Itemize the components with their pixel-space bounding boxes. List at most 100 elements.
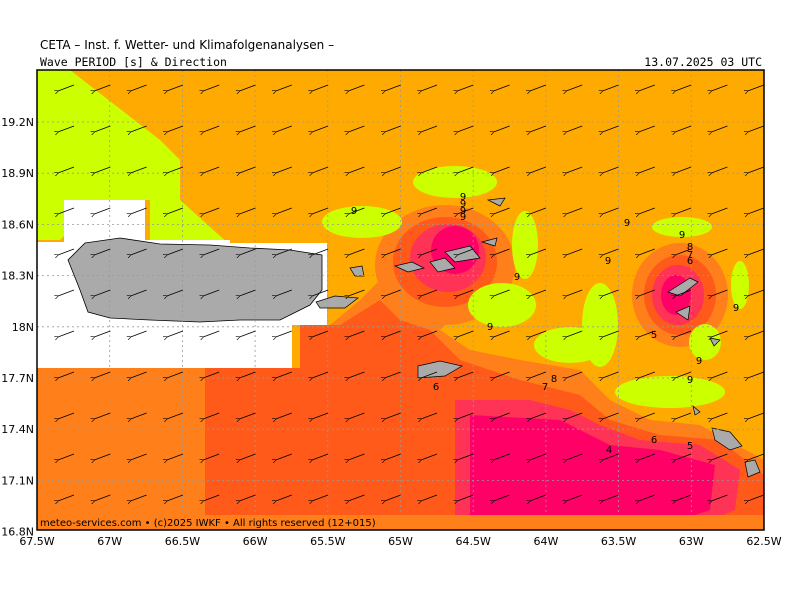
direction-arrow (494, 289, 510, 296)
direction-arrow (711, 330, 728, 337)
direction-arrow (421, 289, 438, 296)
direction-arrow (203, 494, 220, 501)
direction-arrow (748, 330, 764, 337)
direction-arrow (312, 248, 329, 255)
direction-arrow (203, 166, 220, 173)
direction-arrow (203, 289, 220, 296)
direction-arrow (167, 412, 184, 419)
direction-arrow (276, 494, 292, 501)
direction-arrow (58, 371, 75, 378)
direction-arrow (58, 125, 75, 132)
direction-arrow (348, 207, 365, 214)
direction-arrow (711, 371, 728, 378)
direction-arrow (639, 371, 655, 378)
direction-arrow (312, 494, 329, 501)
direction-arrow (457, 330, 474, 337)
direction-arrow (131, 371, 147, 378)
credit-bar (37, 515, 764, 530)
contour-label: 9 (351, 206, 357, 217)
direction-arrow (276, 330, 292, 337)
direction-arrow (385, 371, 401, 378)
direction-arrow (603, 84, 619, 91)
direction-arrow (675, 166, 692, 173)
contour-label: 9 (733, 303, 739, 314)
direction-arrow (203, 125, 220, 132)
direction-arrow (58, 84, 75, 91)
direction-arrow (94, 330, 111, 337)
direction-arrow (748, 166, 764, 173)
contour-label: 6 (687, 256, 693, 267)
direction-arrow (131, 84, 147, 91)
latitude-tick-label: 18.6N (1, 218, 34, 231)
contour-label: 9 (624, 218, 630, 229)
direction-arrow (639, 84, 655, 91)
direction-arrow (131, 330, 147, 337)
direction-arrow (167, 84, 184, 91)
direction-arrow (675, 289, 692, 296)
direction-arrow (348, 412, 365, 419)
contour-label: 9 (605, 256, 611, 267)
st-kitts-nevis-land (711, 427, 743, 451)
direction-arrow (675, 371, 692, 378)
direction-arrow (312, 207, 329, 214)
direction-arrow (94, 289, 111, 296)
direction-arrow (240, 248, 256, 255)
direction-arrow (94, 248, 111, 255)
direction-arrow (385, 453, 401, 460)
period-zone-9-a (413, 166, 497, 198)
direction-arrow (421, 248, 438, 255)
map-subtitle: Wave PERIOD [s] & Direction (40, 55, 227, 69)
direction-arrow (203, 248, 220, 255)
direction-arrow (94, 84, 111, 91)
direction-arrow (385, 84, 401, 91)
direction-arrow (675, 207, 692, 214)
contour-label: 9 (696, 356, 702, 367)
st-martin-land (675, 305, 691, 321)
direction-arrow (748, 289, 764, 296)
latitude-tick-label: 18N (12, 321, 34, 334)
direction-arrow (603, 248, 619, 255)
direction-arrow (131, 412, 147, 419)
copyright-text: meteo-services.com • (c)2025 IWKF • All … (40, 518, 376, 529)
longitude-tick-label: 65.5W (310, 535, 345, 548)
st-croix-land (417, 360, 463, 379)
direction-arrow (748, 207, 764, 214)
contour-label: 9 (460, 212, 466, 223)
direction-arrow (711, 207, 728, 214)
direction-arrow (675, 494, 692, 501)
direction-arrow (348, 125, 365, 132)
direction-arrow (312, 125, 329, 132)
direction-arrow (603, 125, 619, 132)
anegada-land (486, 197, 506, 207)
direction-arrow (748, 494, 764, 501)
direction-arrow (240, 207, 256, 214)
direction-arrow (530, 207, 547, 214)
direction-arrow (94, 207, 111, 214)
direction-arrow (421, 84, 438, 91)
direction-arrow (203, 84, 220, 91)
direction-arrow (748, 248, 764, 255)
direction-arrow (348, 330, 365, 337)
longitude-tick-label: 65W (388, 535, 413, 548)
direction-arrow (566, 412, 583, 419)
direction-arrow (276, 166, 292, 173)
direction-arrow (240, 330, 256, 337)
direction-arrow (566, 166, 583, 173)
contour-label: 9 (460, 199, 466, 210)
longitude-tick-label: 64.5W (456, 535, 491, 548)
direction-arrow (240, 289, 256, 296)
period-zone-9-j (615, 376, 725, 408)
direction-arrow (530, 248, 547, 255)
latitude-tick-label: 16.8N (1, 526, 34, 539)
direction-arrow (276, 125, 292, 132)
direction-arrow (58, 330, 75, 337)
direction-arrow (566, 330, 583, 337)
longitude-tick-label: 62.5W (746, 535, 781, 548)
direction-arrow (603, 371, 619, 378)
direction-arrow (566, 207, 583, 214)
saba-land (692, 405, 701, 416)
direction-arrow (421, 494, 438, 501)
direction-arrow (240, 371, 256, 378)
st-thomas-land (393, 261, 426, 273)
direction-arrow (312, 412, 329, 419)
